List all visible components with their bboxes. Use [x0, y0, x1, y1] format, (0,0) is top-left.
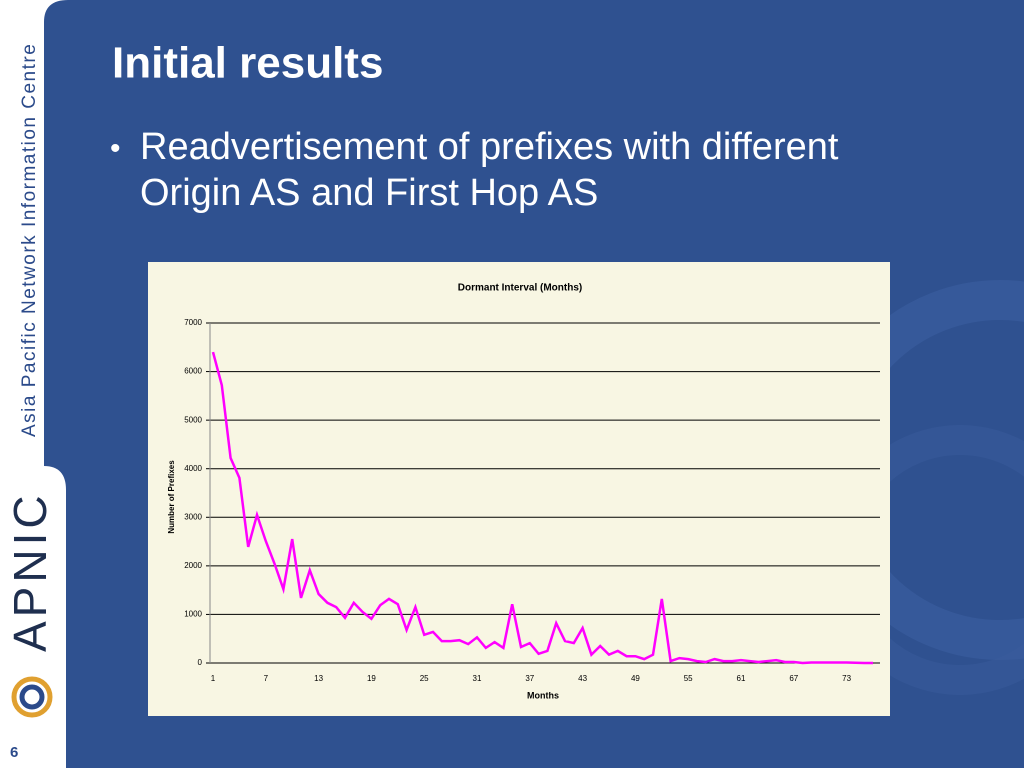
y-tick-label: 2000	[184, 561, 202, 570]
bullet-text: Readvertisement of prefixes with differe…	[140, 126, 839, 214]
y-axis-label: Number of Prefixes	[167, 460, 176, 534]
bullet-marker: •	[110, 132, 121, 165]
chart-area	[148, 262, 890, 716]
y-tick-label: 7000	[184, 318, 202, 327]
x-tick-label: 37	[525, 674, 534, 683]
y-tick-label: 1000	[184, 610, 202, 619]
bullet-box: Readvertisement of prefixes with differe…	[140, 126, 839, 214]
chart-title: Dormant Interval (Months)	[458, 283, 582, 294]
x-tick-label: 49	[631, 674, 640, 683]
x-tick-label: 31	[473, 674, 482, 683]
y-tick-label: 4000	[184, 464, 202, 473]
x-axis-label: Months	[527, 690, 559, 700]
logo-mark	[19, 684, 45, 710]
x-tick-label: 13	[314, 674, 323, 683]
x-tick-label: 67	[789, 674, 798, 683]
y-tick-label: 5000	[184, 415, 202, 424]
x-tick-label: 43	[578, 674, 587, 683]
page-number: 6	[10, 744, 18, 761]
x-tick-label: 7	[264, 674, 269, 683]
x-tick-label: 19	[367, 674, 376, 683]
y-tick-label: 3000	[184, 512, 202, 521]
y-tick-label: 6000	[184, 367, 202, 376]
x-tick-label: 73	[842, 674, 851, 683]
x-tick-label: 1	[211, 674, 216, 683]
data-line	[211, 351, 873, 665]
x-tick-label: 61	[737, 674, 746, 683]
logo-text: APNIC	[4, 491, 56, 652]
x-tick-label: 25	[420, 674, 429, 683]
y-tick-label: 0	[198, 658, 203, 667]
logo-mark	[11, 676, 53, 718]
x-tick-label: 55	[684, 674, 693, 683]
slide-title: Initial results	[112, 39, 383, 88]
sidebar-text: Asia Pacific Network Information Centre	[19, 43, 40, 437]
